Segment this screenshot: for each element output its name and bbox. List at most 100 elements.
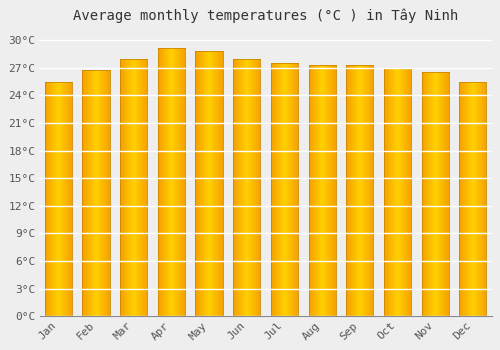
Bar (462, 82, 464, 316)
Bar (144, 58, 146, 316)
Bar (359, 65, 360, 316)
Bar (466, 82, 468, 316)
Bar (446, 72, 447, 316)
Bar (67, 82, 68, 316)
Bar (323, 65, 324, 316)
Bar (347, 65, 348, 316)
Bar (61, 82, 62, 316)
Bar (360, 65, 361, 316)
Bar (384, 68, 386, 316)
Bar (394, 68, 395, 316)
Bar (246, 58, 248, 316)
Bar (470, 82, 471, 316)
Bar (274, 63, 275, 316)
Bar (45, 82, 46, 316)
Bar (258, 58, 259, 316)
Bar (396, 68, 397, 316)
Bar (249, 58, 250, 316)
Bar (350, 65, 351, 316)
Bar (410, 68, 411, 316)
Bar (176, 48, 177, 316)
Bar (211, 51, 212, 316)
Bar (98, 70, 100, 316)
Bar (244, 58, 245, 316)
Bar (477, 82, 478, 316)
Bar (251, 58, 252, 316)
Bar (204, 51, 205, 316)
Bar (68, 82, 70, 316)
Bar (363, 65, 364, 316)
Bar (278, 63, 279, 316)
Bar (139, 58, 140, 316)
Bar (273, 63, 274, 316)
Bar (400, 68, 401, 316)
Bar (216, 51, 218, 316)
Bar (435, 72, 436, 316)
Bar (362, 65, 364, 316)
Bar (351, 65, 352, 316)
Bar (288, 63, 289, 316)
Bar (399, 68, 400, 316)
Bar (60, 82, 61, 316)
Bar (361, 65, 362, 316)
Bar (133, 58, 134, 316)
Bar (289, 63, 290, 316)
Bar (279, 63, 280, 316)
Bar (53, 82, 54, 316)
Bar (277, 63, 278, 316)
Bar (364, 65, 366, 316)
Bar (346, 65, 347, 316)
Bar (331, 65, 332, 316)
Bar (408, 68, 409, 316)
Bar (58, 82, 59, 316)
Bar (137, 58, 138, 316)
Bar (197, 51, 198, 316)
Bar (106, 70, 107, 316)
Bar (130, 58, 131, 316)
Bar (464, 82, 466, 316)
Bar (318, 65, 320, 316)
Bar (120, 58, 121, 316)
Bar (460, 82, 462, 316)
Bar (478, 82, 479, 316)
Bar (431, 72, 432, 316)
Bar (163, 48, 164, 316)
Bar (210, 51, 211, 316)
Bar (96, 70, 97, 316)
Bar (84, 70, 85, 316)
Bar (158, 48, 159, 316)
Bar (254, 58, 255, 316)
Bar (129, 58, 130, 316)
Bar (199, 51, 200, 316)
Bar (246, 58, 247, 316)
Bar (55, 82, 56, 316)
Bar (220, 51, 222, 316)
Bar (310, 65, 312, 316)
Title: Average monthly temperatures (°C ) in Tây Ninh: Average monthly temperatures (°C ) in Tâ… (73, 8, 458, 23)
Bar (146, 58, 148, 316)
Bar (287, 63, 288, 316)
Bar (469, 82, 470, 316)
Bar (327, 65, 328, 316)
Bar (180, 48, 181, 316)
Bar (282, 63, 283, 316)
Bar (127, 58, 128, 316)
Bar (138, 58, 139, 316)
Bar (485, 82, 486, 316)
Bar (386, 68, 388, 316)
Bar (349, 65, 350, 316)
Bar (82, 70, 83, 316)
Bar (318, 65, 319, 316)
Bar (124, 58, 125, 316)
Bar (316, 65, 318, 316)
Bar (56, 82, 57, 316)
Bar (218, 51, 220, 316)
Bar (429, 72, 430, 316)
Bar (372, 65, 374, 316)
Bar (280, 63, 281, 316)
Bar (276, 63, 277, 316)
Bar (253, 58, 254, 316)
Bar (233, 58, 234, 316)
Bar (481, 82, 482, 316)
Bar (390, 68, 392, 316)
